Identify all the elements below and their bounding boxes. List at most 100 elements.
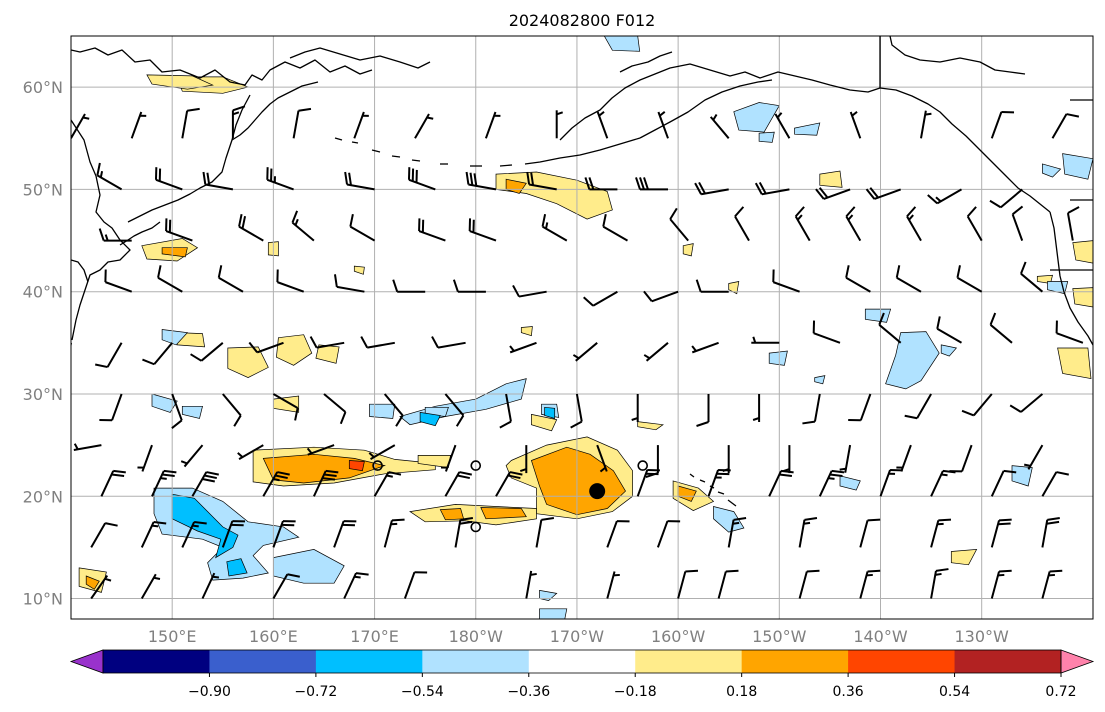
- yellow-contour-16: [950, 548, 978, 566]
- wind-barb: [512, 284, 547, 298]
- wind-barb: [768, 469, 794, 497]
- orange-contour-6: [85, 575, 100, 590]
- lightblue-contour-8: [1042, 163, 1062, 178]
- lon-label: 150°E: [148, 627, 197, 646]
- wind-barb: [694, 181, 729, 196]
- wind-barb: [1024, 444, 1044, 470]
- wind-barb: [418, 218, 446, 242]
- colorbar-tick-label: −0.90: [188, 684, 231, 700]
- coastlines: [71, 36, 1093, 507]
- lightblue-contour-18: [864, 308, 892, 323]
- wind-barb: [606, 571, 620, 599]
- wind-barb: [165, 218, 193, 242]
- wind-barb: [572, 342, 598, 362]
- wind-barb: [859, 569, 881, 599]
- wind-barb: [541, 214, 568, 242]
- wind-barb: [292, 107, 312, 139]
- wind-barb: [454, 516, 474, 548]
- wind-barb: [1041, 471, 1069, 497]
- map-title: 2024082800 F012: [509, 11, 656, 30]
- yellow-contour-25: [1072, 287, 1093, 308]
- wind-barb: [431, 336, 466, 349]
- wind-barb: [96, 162, 123, 191]
- colorbar-tick-label: 0.54: [939, 684, 970, 700]
- wind-barb: [468, 218, 497, 242]
- wind-barb: [99, 393, 123, 422]
- wind-barb: [452, 279, 486, 293]
- colorbar-bin: [209, 650, 317, 673]
- wind-barb: [238, 214, 264, 242]
- wind-barb: [990, 110, 1015, 139]
- colorbar-extend-high: [1060, 649, 1095, 674]
- yellow-contour-22: [353, 265, 365, 275]
- open-circle-marker: [637, 460, 649, 471]
- wind-barb: [98, 228, 132, 242]
- lightblue-contour-7: [1062, 153, 1093, 180]
- wind-barb: [645, 445, 659, 479]
- colorbar-tick-label: 0.72: [1045, 684, 1076, 700]
- wind-barb: [802, 393, 821, 425]
- wind-barb: [845, 265, 871, 293]
- colorbar-frame: [102, 649, 1062, 674]
- wind-barb: [772, 269, 800, 293]
- wind-barb: [535, 516, 555, 548]
- wind-barb: [181, 107, 200, 139]
- lightblue-contour-24: [814, 375, 826, 385]
- wind-barb: [990, 569, 1012, 599]
- lon-label: 150°W: [752, 627, 807, 646]
- yellow-contour-7: [276, 334, 313, 366]
- wind-barb: [291, 210, 315, 242]
- lightblue-contour-11: [539, 608, 568, 619]
- wind-barb: [635, 177, 668, 191]
- wind-barb: [344, 171, 375, 191]
- colorbar-bin: [635, 650, 743, 673]
- lightblue-contour-9: [1011, 465, 1033, 487]
- lightblue-contour-15: [151, 393, 178, 413]
- blue-contour-3: [544, 406, 556, 419]
- wind-barb: [373, 471, 402, 497]
- wind-barb: [309, 336, 345, 349]
- wind-barb: [930, 568, 949, 599]
- wind-barb: [906, 206, 922, 242]
- wind-barb: [137, 444, 153, 472]
- lightblue-contour-10: [713, 506, 745, 533]
- wind-barb: [526, 171, 557, 191]
- anomaly-contours: [78, 36, 1093, 619]
- colorbar-bin: [954, 650, 1062, 673]
- wind-barbs: [71, 105, 1084, 600]
- colorbar-bin: [741, 650, 849, 673]
- wind-barb: [333, 274, 365, 293]
- yellow-contour-24: [1072, 240, 1093, 264]
- wind-barb: [90, 522, 118, 548]
- wind-barb: [104, 269, 133, 293]
- wind-barb: [879, 468, 903, 497]
- open-circle-marker: [470, 521, 482, 533]
- orange-contour-1: [530, 446, 626, 516]
- wind-barb: [656, 520, 681, 548]
- wind-barb: [751, 336, 780, 344]
- wind-barb: [570, 393, 583, 429]
- wind-barb: [896, 444, 912, 472]
- lat-label: 50°N: [23, 180, 63, 199]
- yellow-contour-19: [520, 326, 533, 337]
- colorbar-bin: [315, 650, 423, 673]
- wind-barb: [142, 342, 173, 366]
- wind-barb: [191, 471, 219, 497]
- wind-barb: [171, 393, 183, 429]
- wind-barb: [752, 394, 761, 422]
- wind-barb: [839, 444, 852, 473]
- wind-barb: [231, 105, 246, 139]
- wind-barb: [71, 342, 72, 371]
- wind-barb: [221, 520, 246, 548]
- wind-barb: [602, 214, 628, 242]
- wind-barb: [509, 341, 537, 354]
- wind-barb: [696, 394, 710, 427]
- lon-label: 160°W: [651, 627, 706, 646]
- wind-barb: [312, 469, 339, 497]
- wind-barb: [878, 312, 902, 344]
- wind-barb: [262, 471, 290, 497]
- wind-barb: [181, 521, 207, 548]
- wind-barb: [845, 206, 862, 242]
- yellow-contour-23: [1057, 347, 1092, 380]
- station-markers: [372, 460, 649, 533]
